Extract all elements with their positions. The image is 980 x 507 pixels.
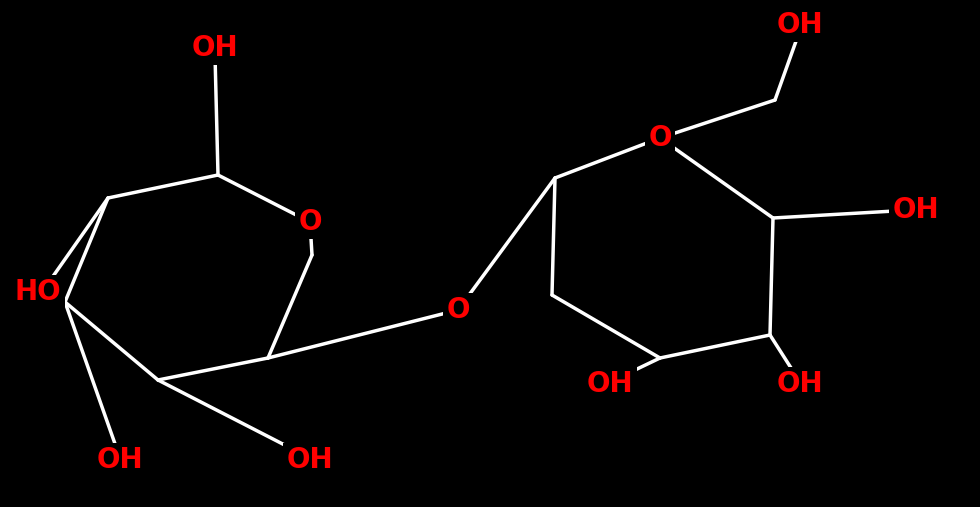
Text: OH: OH — [192, 34, 238, 62]
Text: OH: OH — [893, 196, 939, 224]
Text: OH: OH — [587, 370, 633, 398]
Text: OH: OH — [777, 11, 823, 39]
Text: OH: OH — [97, 446, 143, 474]
Text: OH: OH — [287, 446, 333, 474]
Text: O: O — [446, 296, 469, 324]
Text: O: O — [648, 124, 671, 152]
Text: O: O — [298, 208, 321, 236]
Text: HO: HO — [15, 278, 62, 306]
Text: OH: OH — [777, 370, 823, 398]
